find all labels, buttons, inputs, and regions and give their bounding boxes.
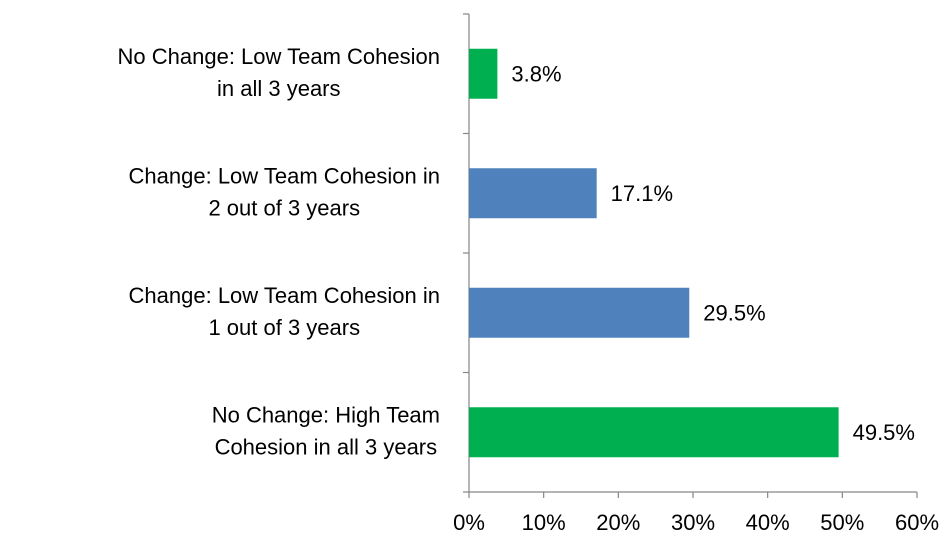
x-tick-label: 30% <box>671 510 715 535</box>
value-label: 3.8% <box>511 62 561 87</box>
y-tick-label: Change: Low Team Cohesion in 2 out of 3 y… <box>129 163 440 220</box>
value-label: 29.5% <box>703 301 765 326</box>
x-tick-label: 0% <box>453 510 485 535</box>
x-tick-label: 40% <box>746 510 790 535</box>
value-label: 17.1% <box>611 181 673 206</box>
x-tick-label: 60% <box>895 510 939 535</box>
bar <box>469 287 690 338</box>
y-tick-label: Change: Low Team Cohesion in 1 out of 3 y… <box>129 283 440 340</box>
bar <box>469 407 839 458</box>
bar <box>469 168 597 219</box>
x-tick-label: 20% <box>596 510 640 535</box>
y-tick-label: No Change: Low Team Cohesion in all 3 yea… <box>118 44 440 101</box>
bar <box>469 48 498 99</box>
x-tick-label: 50% <box>820 510 864 535</box>
value-label: 49.5% <box>853 420 915 445</box>
y-tick-label: No Change: High Team Cohesion in all 3 ye… <box>212 402 440 459</box>
x-tick-label: 10% <box>522 510 566 535</box>
